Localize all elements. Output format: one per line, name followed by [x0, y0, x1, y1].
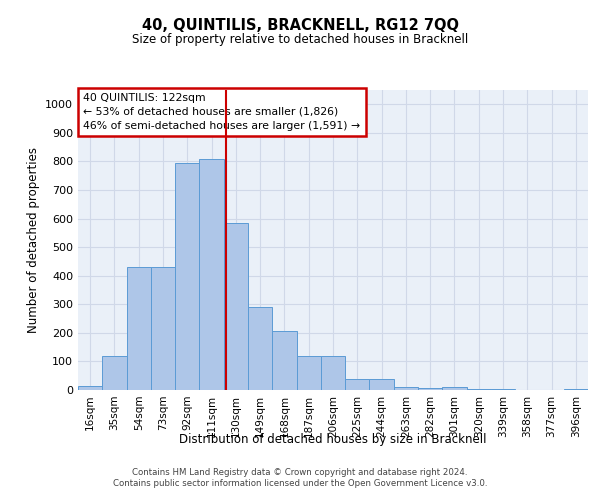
Text: Distribution of detached houses by size in Bracknell: Distribution of detached houses by size … — [179, 432, 487, 446]
Text: 40, QUINTILIS, BRACKNELL, RG12 7QQ: 40, QUINTILIS, BRACKNELL, RG12 7QQ — [142, 18, 458, 32]
Bar — [127, 267, 151, 390]
Bar — [224, 223, 248, 390]
Y-axis label: Number of detached properties: Number of detached properties — [26, 147, 40, 333]
Bar — [175, 163, 199, 390]
Text: 40 QUINTILIS: 122sqm
← 53% of detached houses are smaller (1,826)
46% of semi-de: 40 QUINTILIS: 122sqm ← 53% of detached h… — [83, 93, 360, 131]
Bar — [296, 356, 321, 390]
Text: Size of property relative to detached houses in Bracknell: Size of property relative to detached ho… — [132, 32, 468, 46]
Bar — [394, 387, 418, 390]
Text: Contains HM Land Registry data © Crown copyright and database right 2024.
Contai: Contains HM Land Registry data © Crown c… — [113, 468, 487, 487]
Bar — [248, 307, 272, 390]
Bar — [102, 356, 127, 390]
Bar — [564, 389, 588, 390]
Bar — [467, 388, 491, 390]
Bar — [442, 386, 467, 390]
Bar — [370, 378, 394, 390]
Bar — [272, 331, 296, 390]
Bar — [321, 356, 345, 390]
Bar — [491, 389, 515, 390]
Bar — [199, 159, 224, 390]
Bar — [78, 386, 102, 390]
Bar — [418, 388, 442, 390]
Bar — [151, 267, 175, 390]
Bar — [345, 378, 370, 390]
